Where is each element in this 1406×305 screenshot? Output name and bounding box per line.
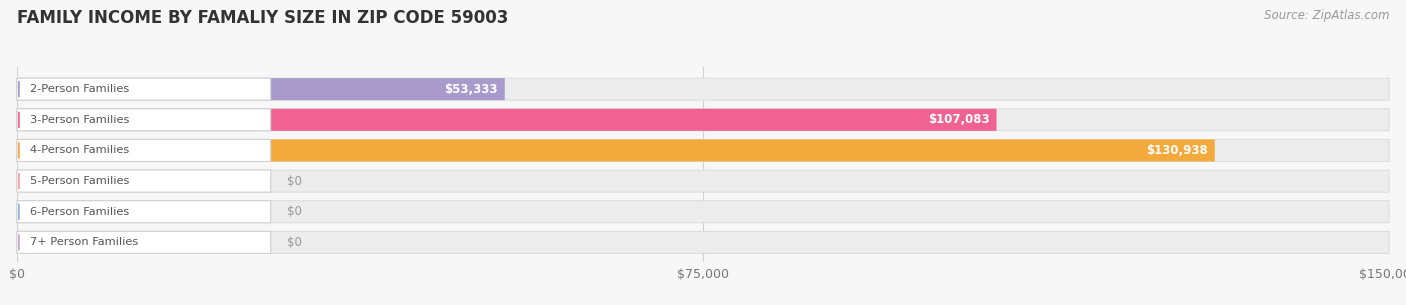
FancyBboxPatch shape — [17, 231, 1389, 253]
Text: $130,938: $130,938 — [1146, 144, 1208, 157]
FancyBboxPatch shape — [17, 139, 1389, 161]
Text: $53,333: $53,333 — [444, 83, 498, 96]
Text: Source: ZipAtlas.com: Source: ZipAtlas.com — [1264, 9, 1389, 22]
FancyBboxPatch shape — [17, 109, 1389, 131]
Text: $107,083: $107,083 — [928, 113, 990, 126]
FancyBboxPatch shape — [17, 170, 271, 192]
Text: FAMILY INCOME BY FAMALIY SIZE IN ZIP CODE 59003: FAMILY INCOME BY FAMALIY SIZE IN ZIP COD… — [17, 9, 508, 27]
FancyBboxPatch shape — [17, 109, 997, 131]
FancyBboxPatch shape — [17, 139, 1215, 161]
Text: $0: $0 — [287, 174, 302, 188]
Text: 2-Person Families: 2-Person Families — [30, 84, 129, 94]
FancyBboxPatch shape — [17, 78, 1389, 100]
FancyBboxPatch shape — [17, 109, 271, 131]
FancyBboxPatch shape — [17, 139, 271, 161]
FancyBboxPatch shape — [17, 201, 1389, 223]
Text: 4-Person Families: 4-Person Families — [30, 145, 129, 156]
FancyBboxPatch shape — [17, 78, 505, 100]
FancyBboxPatch shape — [17, 231, 271, 253]
Text: 6-Person Families: 6-Person Families — [30, 207, 129, 217]
FancyBboxPatch shape — [17, 170, 1389, 192]
FancyBboxPatch shape — [17, 201, 271, 223]
Text: 7+ Person Families: 7+ Person Families — [30, 237, 138, 247]
Text: 3-Person Families: 3-Person Families — [30, 115, 129, 125]
FancyBboxPatch shape — [17, 78, 271, 100]
Text: $0: $0 — [287, 205, 302, 218]
Text: $0: $0 — [287, 236, 302, 249]
Text: 5-Person Families: 5-Person Families — [30, 176, 129, 186]
